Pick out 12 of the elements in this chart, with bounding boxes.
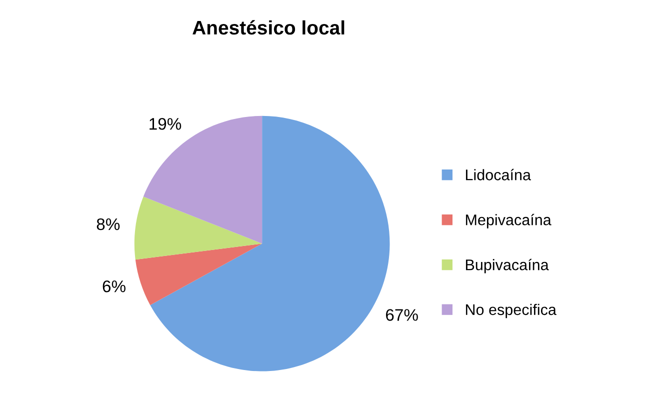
data-label: 19%: [150, 118, 182, 130]
data-label: 6%: [102, 280, 126, 292]
data-label: 8%: [96, 218, 120, 230]
pie-slice: [143, 116, 262, 244]
pie-slice: [134, 196, 262, 260]
chart-title: Anestésico local: [192, 20, 344, 35]
legend-label: No especifica: [466, 304, 556, 318]
legend-label: Mepivacaína: [466, 214, 552, 228]
pie-slice: [135, 244, 262, 306]
data-label: 67%: [386, 309, 418, 321]
legend-label: Bupivacaína: [466, 258, 549, 274]
legend-label: Lidocaína: [466, 168, 531, 180]
